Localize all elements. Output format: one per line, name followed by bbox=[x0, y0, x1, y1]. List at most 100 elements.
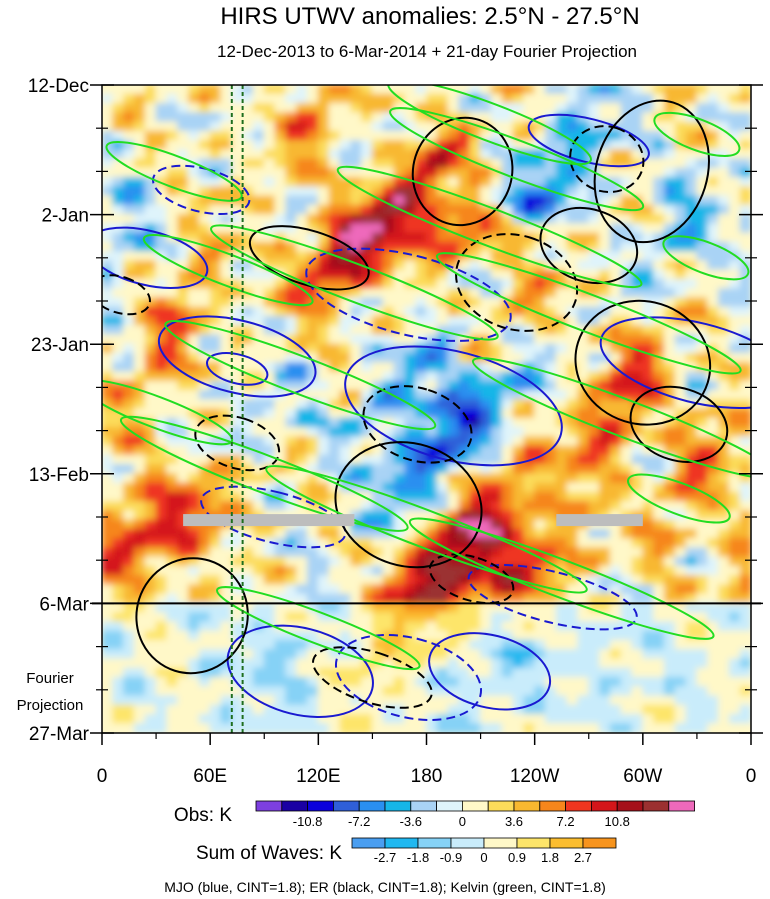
field-cell bbox=[653, 204, 665, 216]
field-cell bbox=[707, 519, 720, 530]
field-cell bbox=[102, 380, 114, 391]
field-cell bbox=[728, 260, 741, 271]
field-cell bbox=[155, 464, 168, 475]
field-cell bbox=[231, 241, 244, 253]
field-cell bbox=[620, 584, 633, 595]
field-cell bbox=[339, 676, 352, 688]
field-cell bbox=[739, 501, 751, 512]
field-cell bbox=[426, 204, 438, 216]
field-cell bbox=[642, 491, 655, 503]
field-cell bbox=[198, 297, 211, 308]
field-cell bbox=[209, 584, 222, 595]
field-cell bbox=[696, 538, 709, 549]
field-cell bbox=[404, 482, 417, 493]
field-cell bbox=[480, 223, 492, 234]
field-cell bbox=[566, 325, 579, 336]
field-cell bbox=[361, 602, 373, 614]
field-cell bbox=[404, 140, 417, 151]
field-cell bbox=[209, 445, 222, 456]
field-cell bbox=[436, 288, 449, 299]
field-cell bbox=[231, 556, 244, 567]
field-cell bbox=[609, 343, 622, 354]
field-cell bbox=[555, 130, 568, 142]
field-cell bbox=[555, 547, 568, 558]
field-cell bbox=[371, 140, 384, 151]
field-cell bbox=[133, 482, 146, 493]
field-cell bbox=[155, 501, 168, 512]
field-cell bbox=[555, 121, 568, 132]
field-cell bbox=[631, 713, 644, 725]
field-cell bbox=[631, 130, 644, 142]
field-cell bbox=[317, 204, 330, 216]
field-cell bbox=[426, 436, 438, 447]
field-cell bbox=[328, 177, 341, 188]
field-cell bbox=[718, 408, 730, 419]
field-cell bbox=[263, 565, 276, 577]
field-cell bbox=[469, 251, 482, 262]
field-cell bbox=[252, 501, 265, 512]
field-cell bbox=[317, 380, 330, 391]
field-cell bbox=[242, 427, 254, 438]
field-cell bbox=[209, 130, 222, 142]
field-cell bbox=[609, 565, 622, 577]
field-cell bbox=[274, 676, 287, 688]
field-cell bbox=[339, 149, 352, 160]
field-cell bbox=[631, 565, 644, 577]
field-cell bbox=[350, 723, 363, 733]
field-cell bbox=[501, 658, 514, 669]
field-cell bbox=[458, 667, 471, 678]
field-cell bbox=[133, 723, 146, 733]
field-cell bbox=[166, 454, 179, 466]
field-cell bbox=[588, 704, 601, 715]
field-cell bbox=[501, 417, 514, 429]
field-cell bbox=[242, 658, 254, 669]
field-cell bbox=[426, 380, 438, 391]
field-cell bbox=[339, 195, 352, 206]
field-cell bbox=[361, 464, 373, 475]
field-cell bbox=[663, 177, 676, 188]
field-cell bbox=[198, 667, 211, 678]
field-cell bbox=[728, 140, 741, 151]
field-cell bbox=[739, 352, 751, 364]
field-cell bbox=[653, 713, 665, 725]
field-cell bbox=[155, 436, 168, 447]
field-cell bbox=[242, 260, 254, 271]
field-cell bbox=[339, 501, 352, 512]
field-cell bbox=[339, 352, 352, 364]
field-cell bbox=[718, 454, 730, 466]
field-cell bbox=[609, 649, 622, 660]
field-cell bbox=[642, 241, 655, 253]
field-cell bbox=[102, 464, 114, 475]
field-cell bbox=[188, 334, 200, 345]
field-cell bbox=[469, 704, 482, 715]
field-cell bbox=[177, 149, 190, 160]
field-cell bbox=[242, 723, 254, 733]
field-cell bbox=[588, 269, 601, 280]
field-cell bbox=[307, 85, 319, 95]
field-cell bbox=[696, 149, 709, 160]
field-cell bbox=[350, 491, 363, 503]
field-cell bbox=[663, 667, 676, 678]
field-cell bbox=[718, 602, 730, 614]
field-cell bbox=[469, 149, 482, 160]
field-cell bbox=[350, 547, 363, 558]
field-cell bbox=[544, 260, 557, 271]
field-cell bbox=[534, 380, 546, 391]
field-cell bbox=[155, 399, 168, 410]
field-cell bbox=[599, 575, 611, 586]
field-cell bbox=[501, 491, 514, 503]
field-cell bbox=[285, 121, 298, 132]
field-cell bbox=[469, 325, 482, 336]
field-cell bbox=[220, 371, 233, 382]
field-cell bbox=[739, 704, 751, 715]
field-cell bbox=[728, 325, 741, 336]
field-cell bbox=[393, 288, 406, 299]
field-cell bbox=[155, 93, 168, 105]
field-cell bbox=[112, 389, 125, 401]
field-cell bbox=[102, 630, 114, 641]
field-cell bbox=[371, 297, 384, 308]
field-cell bbox=[674, 658, 687, 669]
field-cell bbox=[166, 621, 179, 632]
field-cell bbox=[404, 575, 417, 586]
field-cell bbox=[361, 556, 373, 567]
